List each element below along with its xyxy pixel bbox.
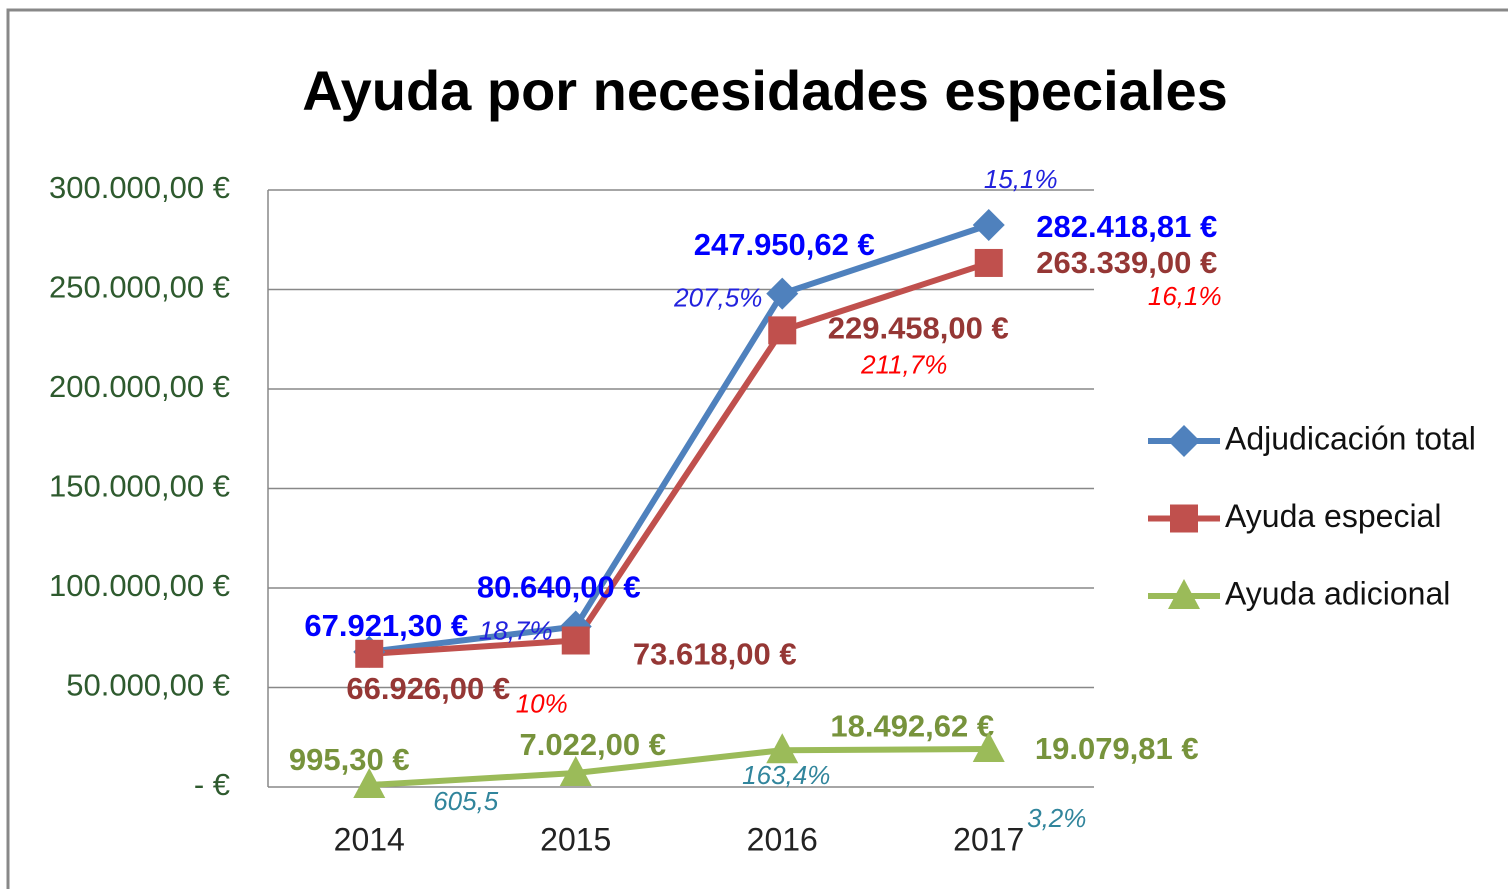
data-label: 247.950,62 € [694,227,875,262]
data-label: 229.458,00 € [828,311,1009,346]
growth-label: 10% [516,688,568,718]
data-point [974,248,1003,277]
data-label: 7.022,00 € [519,727,666,762]
legend-marker [1170,504,1198,533]
data-point [559,756,592,787]
x-tick-label: 2016 [747,821,818,857]
data-point [972,732,1005,763]
legend-marker [1168,425,1200,457]
y-tick-label: - € [194,767,230,802]
y-tick-label: 150.000,00 € [49,469,230,504]
data-label: 66.926,00 € [346,671,510,706]
y-tick-label: 50.000,00 € [66,668,230,703]
growth-label: 3,2% [1027,803,1086,833]
series-line [369,746,989,789]
data-label: 263.339,00 € [1036,245,1217,280]
x-tick-label: 2014 [334,821,405,857]
y-tick-label: 300.000,00 € [49,170,230,205]
growth-label: 207,5% [673,282,762,312]
legend-label: Ayuda adicional [1225,575,1450,611]
data-label: 19.079,81 € [1035,731,1199,766]
growth-label: 16,1% [1148,281,1222,311]
data-label: 67.921,30 € [304,608,468,643]
growth-label: 605,5 [433,786,499,816]
data-label: 73.618,00 € [633,637,797,672]
x-tick-label: 2017 [953,821,1024,857]
growth-label: 15,1% [984,164,1058,194]
y-tick-label: 100.000,00 € [49,568,230,603]
growth-label: 211,7% [860,349,947,379]
growth-label: 18,7% [479,615,553,645]
data-label: 282.418,81 € [1036,209,1217,244]
growth-label: 163,4% [742,760,830,790]
y-tick-label: 200.000,00 € [49,369,230,404]
y-tick-label: 250.000,00 € [49,270,230,305]
chart-frame [6,8,1508,889]
series-line [369,260,990,657]
chart-title: Ayuda por necesidades especiales [302,59,1227,122]
data-point [972,208,1005,241]
data-point [766,733,799,764]
data-point [768,316,797,345]
data-label: 995,30 € [289,742,410,777]
data-point [561,626,590,655]
data-point [766,277,799,310]
data-label: 80.640,00 € [477,570,641,605]
data-point [355,639,384,668]
legend-label: Ayuda especial [1225,498,1441,534]
legend-label: Adjudicación total [1225,420,1476,456]
data-label: 18.492,62 € [830,708,994,743]
x-tick-label: 2015 [540,821,611,857]
series-line [368,222,990,655]
data-point [353,768,386,799]
legend-marker [1168,579,1200,609]
